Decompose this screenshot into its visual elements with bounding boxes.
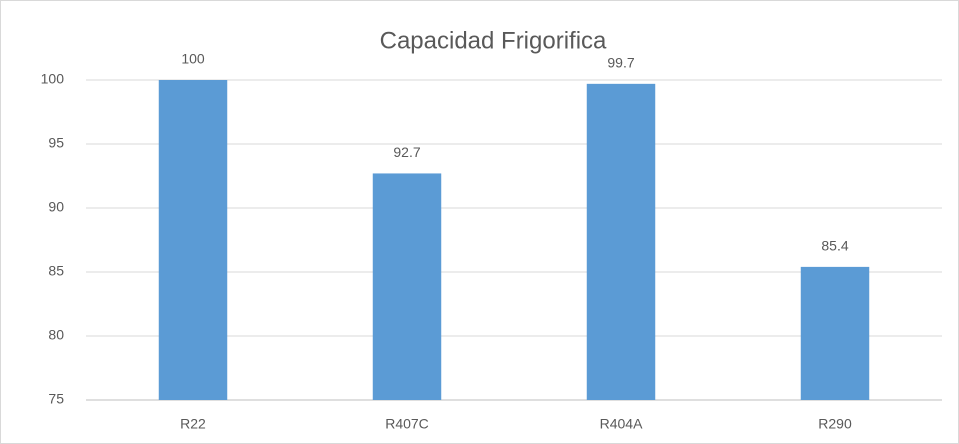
- data-label: 85.4: [821, 238, 848, 254]
- y-tick-label: 90: [48, 199, 64, 215]
- bar: [372, 173, 442, 400]
- bar: [158, 80, 228, 400]
- chart-title: Capacidad Frigorifica: [380, 27, 607, 54]
- y-tick-label: 75: [48, 391, 64, 407]
- bar: [586, 83, 656, 400]
- y-tick-label: 95: [48, 135, 64, 151]
- x-tick-label: R404A: [600, 416, 643, 432]
- data-label: 100: [181, 51, 205, 67]
- x-tick-label: R290: [818, 416, 852, 432]
- x-tick-label: R22: [180, 416, 206, 432]
- x-tick-label: R407C: [385, 416, 429, 432]
- data-label: 92.7: [393, 144, 420, 160]
- y-tick-label: 80: [48, 327, 64, 343]
- y-tick-label: 85: [48, 263, 64, 279]
- data-label: 99.7: [607, 55, 634, 71]
- bar: [800, 266, 870, 400]
- y-tick-label: 100: [41, 71, 65, 87]
